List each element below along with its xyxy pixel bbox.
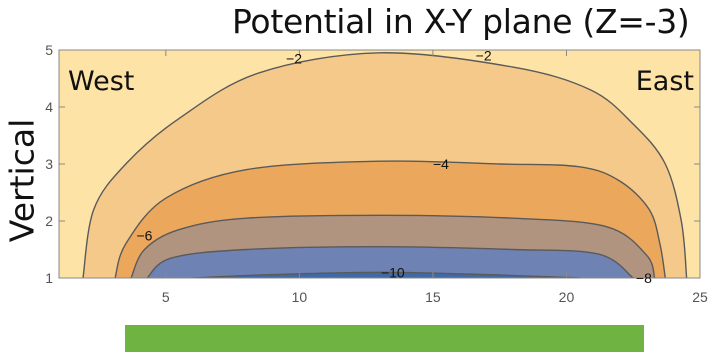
contour-line-level-8 [146,245,634,278]
y-tick-label: 5 [45,42,53,58]
contour-label-group: −10 [381,264,405,280]
contour-line-level-10 [192,271,580,278]
contour-label-group: −6 [136,227,152,243]
contour-labels: −2 −2 −4 −6 −8 −10 [136,48,652,286]
contour-label: −4 [433,156,449,172]
contour-label-group: −2 [476,48,492,64]
contour-lines [82,52,688,278]
contour-line-level-6 [130,214,656,278]
x-tick-label: 10 [292,289,308,305]
contour-fill-level-8 [147,246,634,278]
chart-title: Potential in X-Y plane (Z=-3) [232,2,690,41]
west-label: West [68,66,134,97]
y-tick-label: 1 [45,270,53,286]
axis-ticks: 5 10 15 20 25 1 2 3 4 5 [45,42,708,305]
contour-label: −10 [381,264,405,280]
contour-label-group: −8 [636,270,652,286]
x-tick-label: 20 [559,289,575,305]
contour-fill-level-10 [192,272,580,278]
contour-label: −6 [136,227,152,243]
y-tick-label: 2 [45,213,53,229]
green-bar [125,325,644,352]
contour-label: −2 [286,51,302,67]
contour-label: −2 [476,48,492,64]
contour-label-group: −2 [286,51,302,67]
contour-label-group: −4 [433,156,449,172]
x-tick-label: 15 [425,289,441,305]
x-tick-label: 5 [162,289,170,305]
y-tick-label: 3 [45,156,53,172]
y-tick-label: 4 [45,99,53,115]
contour-label: −8 [636,270,652,286]
x-tick-label: 25 [692,289,708,305]
contour-line-level-2 [82,52,688,278]
east-label: East [636,66,694,97]
contour-line-level-4 [114,160,666,278]
